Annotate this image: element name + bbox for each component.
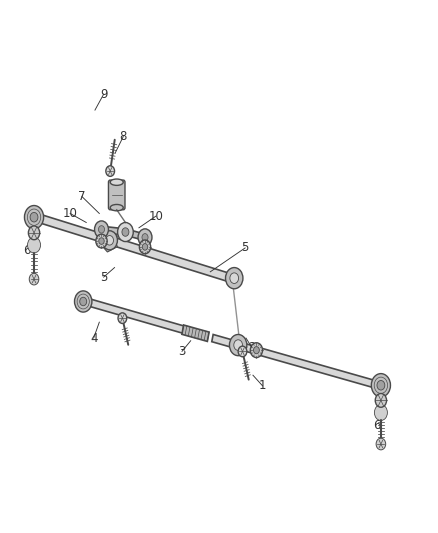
- Circle shape: [139, 240, 151, 254]
- Circle shape: [29, 273, 39, 285]
- Text: 5: 5: [241, 241, 249, 254]
- Circle shape: [230, 273, 239, 284]
- Circle shape: [117, 222, 133, 241]
- Text: 2: 2: [248, 341, 255, 353]
- Circle shape: [118, 313, 127, 324]
- Text: 10: 10: [148, 209, 163, 223]
- Text: 7: 7: [78, 190, 86, 203]
- Polygon shape: [212, 335, 375, 388]
- Circle shape: [238, 346, 247, 357]
- Circle shape: [254, 346, 259, 354]
- Polygon shape: [40, 215, 229, 281]
- Circle shape: [371, 374, 391, 397]
- Circle shape: [375, 393, 387, 407]
- Text: 9: 9: [100, 87, 107, 101]
- Circle shape: [251, 343, 262, 358]
- Text: 5: 5: [100, 271, 107, 284]
- Ellipse shape: [110, 205, 123, 211]
- FancyBboxPatch shape: [109, 180, 125, 210]
- Polygon shape: [101, 226, 126, 235]
- Circle shape: [122, 228, 129, 236]
- Circle shape: [106, 166, 115, 176]
- Circle shape: [28, 226, 40, 240]
- Circle shape: [99, 238, 104, 244]
- Circle shape: [102, 231, 117, 250]
- Circle shape: [374, 405, 387, 421]
- Text: 4: 4: [90, 332, 97, 344]
- Circle shape: [377, 381, 385, 390]
- Circle shape: [25, 206, 44, 229]
- Circle shape: [28, 237, 41, 253]
- Circle shape: [74, 291, 92, 312]
- Text: 1: 1: [259, 379, 266, 392]
- Circle shape: [106, 236, 113, 245]
- Polygon shape: [182, 325, 209, 342]
- Circle shape: [234, 340, 243, 350]
- Polygon shape: [102, 239, 117, 252]
- Circle shape: [230, 335, 247, 356]
- Ellipse shape: [110, 179, 123, 185]
- Circle shape: [96, 234, 107, 248]
- Text: 6: 6: [373, 419, 380, 432]
- Text: 10: 10: [63, 207, 78, 220]
- Circle shape: [30, 213, 38, 222]
- Circle shape: [142, 244, 148, 250]
- Polygon shape: [125, 229, 145, 240]
- Circle shape: [138, 229, 152, 246]
- Polygon shape: [87, 298, 191, 335]
- Text: 3: 3: [178, 345, 186, 358]
- Circle shape: [142, 233, 148, 241]
- Circle shape: [376, 438, 386, 450]
- Text: 8: 8: [120, 130, 127, 143]
- Circle shape: [95, 221, 109, 238]
- Circle shape: [80, 297, 87, 306]
- Circle shape: [99, 225, 105, 233]
- Text: 6: 6: [23, 244, 30, 257]
- Circle shape: [226, 268, 243, 289]
